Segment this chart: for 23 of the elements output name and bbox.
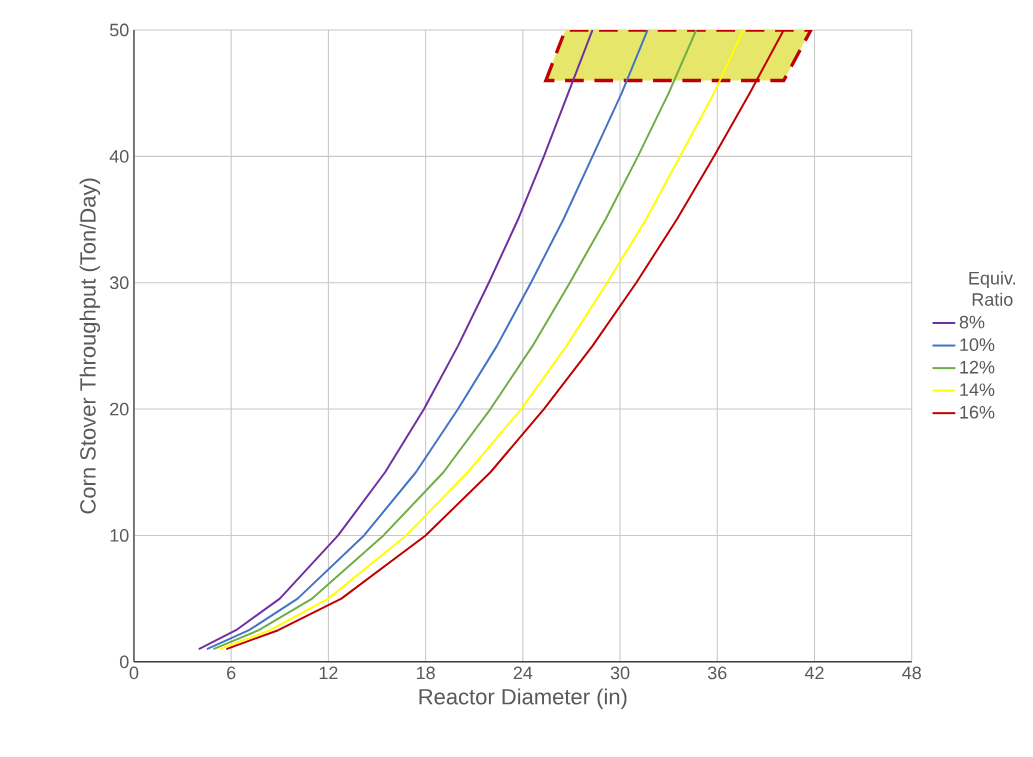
x-tick-label: 18 <box>416 666 435 680</box>
legend-title: Equiv. Ratio <box>969 271 1015 306</box>
x-tick-label: 30 <box>610 666 630 680</box>
x-tick-label: 36 <box>707 666 727 680</box>
legend-label: 16% <box>960 405 995 419</box>
legend-label: 12% <box>960 360 995 374</box>
x-tick-label: 12 <box>319 666 338 680</box>
legend-label: 14% <box>960 383 995 396</box>
legend-label: 10% <box>960 338 995 351</box>
y-tick-label: 30 <box>109 276 129 290</box>
y-tick-label: 10 <box>110 529 129 542</box>
y-axis-title: Corn Stover Throughput (Ton/Day) <box>79 178 101 514</box>
y-tick-label: 20 <box>110 402 129 416</box>
x-tick-label: 42 <box>804 666 824 680</box>
x-tick-label: 48 <box>902 666 921 680</box>
y-tick-label: 50 <box>109 23 129 37</box>
y-tick-label: 40 <box>109 149 129 163</box>
x-tick-label: 6 <box>227 666 236 680</box>
x-tick-label: 0 <box>129 666 139 680</box>
y-tick-label: 0 <box>119 655 129 669</box>
legend-label: 8% <box>959 315 985 329</box>
x-tick-label: 24 <box>513 666 533 680</box>
x-axis-title: Reactor Diameter (in) <box>419 688 627 709</box>
